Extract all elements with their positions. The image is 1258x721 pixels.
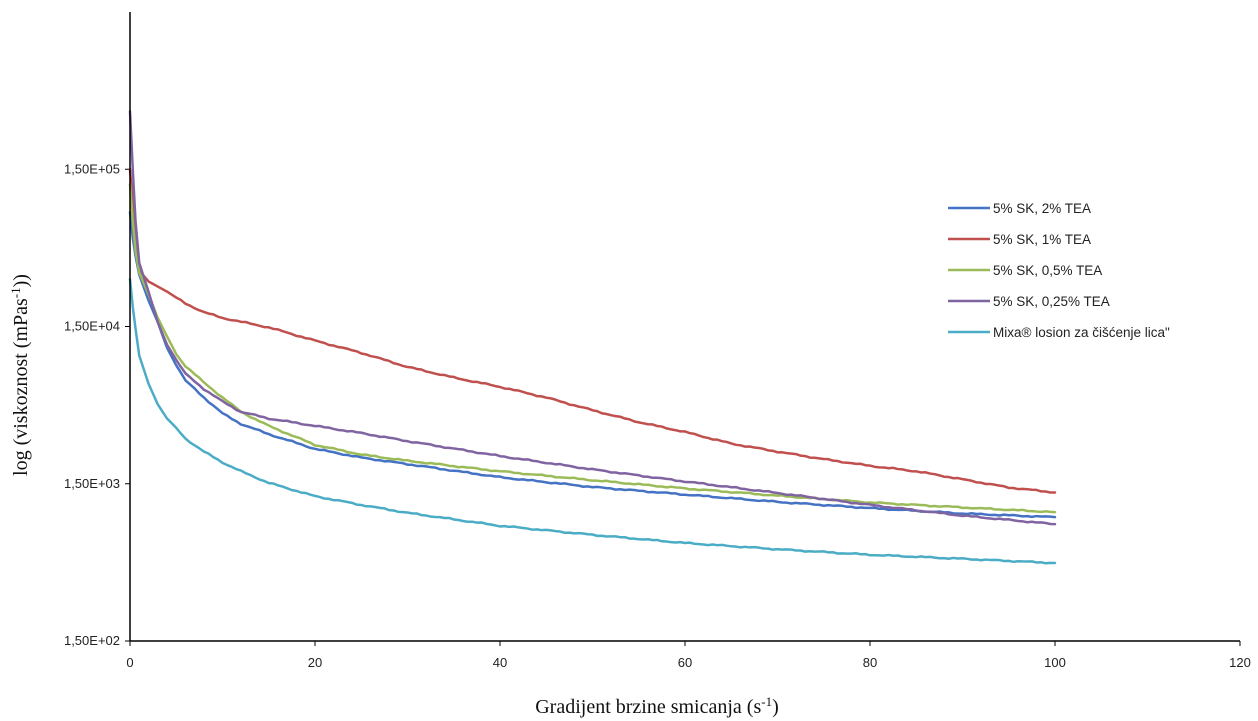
- x-tick-label: 40: [493, 655, 507, 670]
- x-tick-label: 60: [678, 655, 692, 670]
- series-line: [128, 168, 1057, 494]
- y-tick-label: 1,50E+02: [64, 633, 120, 648]
- y-tick-label: 1,50E+05: [64, 161, 120, 176]
- x-tick-label: 0: [126, 655, 133, 670]
- x-tick-label: 80: [863, 655, 877, 670]
- series-line: [128, 210, 1057, 519]
- legend-label: 5% SK, 0,25% TEA: [993, 294, 1110, 309]
- series-lines: [128, 110, 1057, 565]
- x-axis-title: Gradijent brzine smicanja (s-1): [535, 694, 779, 718]
- legend-label: 5% SK, 1% TEA: [993, 232, 1091, 247]
- y-tick-label: 1,50E+04: [64, 319, 120, 334]
- y-axis-title: log (viskoznost (mPas-1)): [8, 274, 32, 476]
- x-tick-label: 120: [1229, 655, 1251, 670]
- series-line: [128, 183, 1057, 514]
- legend-label: Mixa® losion za čišćenje lica": [993, 325, 1170, 340]
- series-line: [128, 110, 1057, 526]
- series-line: [128, 277, 1057, 565]
- y-tick-label: 1,50E+03: [64, 476, 120, 491]
- x-tick-label: 20: [308, 655, 322, 670]
- y-axis-ticks: 1,50E+02 1,50E+03 1,50E+04 1,50E+05: [64, 161, 130, 648]
- x-tick-label: 100: [1044, 655, 1066, 670]
- x-axis-ticks: 0 20 40 60 80 100 120: [126, 641, 1251, 670]
- legend-label: 5% SK, 0,5% TEA: [993, 263, 1102, 278]
- legend: 5% SK, 2% TEA 5% SK, 1% TEA 5% SK, 0,5% TE…: [948, 201, 1170, 340]
- legend-label: 5% SK, 2% TEA: [993, 201, 1091, 216]
